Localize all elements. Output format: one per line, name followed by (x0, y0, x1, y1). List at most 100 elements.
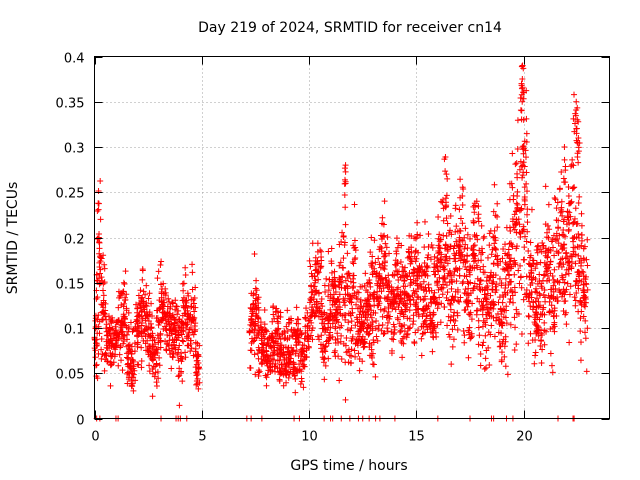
data-point (250, 300, 257, 307)
data-point (255, 355, 262, 362)
data-point (456, 227, 463, 234)
data-point (408, 249, 415, 256)
data-point (332, 283, 339, 290)
data-point (318, 248, 325, 255)
data-point (394, 291, 401, 298)
data-point (547, 247, 554, 254)
data-point (522, 233, 529, 240)
data-point (329, 320, 336, 327)
data-point (131, 348, 138, 355)
data-point (425, 231, 432, 238)
data-point (180, 338, 187, 345)
data-point (364, 329, 371, 336)
data-point (453, 238, 460, 245)
axis-ticks: 0 0.05 0.1 0.15 0.2 0.25 0.3 0.35 0.4 0 5 10 15 20 (56, 52, 610, 445)
data-point (462, 306, 469, 313)
data-point (370, 339, 377, 346)
data-point (250, 290, 257, 297)
data-point (567, 199, 574, 206)
data-point (492, 283, 499, 290)
data-point (323, 338, 330, 345)
data-point (325, 355, 332, 362)
data-point (575, 200, 582, 207)
data-point (505, 271, 512, 278)
data-point (128, 343, 135, 350)
data-point (376, 261, 383, 268)
data-point (374, 337, 381, 344)
data-point (378, 245, 385, 252)
data-point (467, 309, 474, 316)
data-point (328, 269, 335, 276)
data-point (167, 326, 174, 333)
data-point (580, 269, 587, 276)
data-point (103, 351, 110, 358)
data-point (406, 232, 413, 239)
data-point (402, 306, 409, 313)
data-point (429, 348, 436, 355)
data-point (436, 238, 443, 245)
data-point (448, 276, 455, 283)
data-point (584, 236, 591, 243)
data-point (130, 358, 137, 365)
data-point (517, 158, 524, 165)
data-point (253, 277, 260, 284)
data-point (539, 311, 546, 318)
data-point (384, 298, 391, 305)
data-point (325, 248, 332, 255)
data-point (573, 98, 580, 105)
data-point (336, 324, 343, 331)
data-point (503, 320, 510, 327)
data-point (362, 270, 369, 277)
data-point (193, 372, 200, 379)
data-point (314, 240, 321, 247)
data-point (492, 253, 499, 260)
data-point (514, 145, 521, 152)
data-point (352, 247, 359, 254)
data-point (527, 330, 534, 337)
data-point (95, 200, 102, 207)
data-point (450, 336, 457, 343)
data-point (188, 345, 195, 352)
data-point (575, 159, 582, 166)
data-point (193, 377, 200, 384)
data-point (424, 305, 431, 312)
data-point (274, 318, 281, 325)
data-point (452, 293, 459, 300)
data-point (582, 329, 589, 336)
data-point (532, 337, 539, 344)
data-point (486, 277, 493, 284)
data-point (376, 282, 383, 289)
data-point (534, 295, 540, 302)
data-point (94, 208, 101, 215)
data-point (386, 250, 393, 257)
data-point (439, 196, 446, 203)
y-tick-label: 0.1 (64, 323, 85, 338)
data-point (251, 326, 258, 333)
data-point (102, 300, 109, 307)
data-point (505, 246, 512, 253)
data-point (277, 309, 284, 316)
data-point (145, 295, 152, 302)
data-point (348, 318, 355, 325)
data-point (274, 315, 281, 322)
data-point (336, 377, 343, 384)
data-point (574, 104, 581, 111)
data-point (337, 310, 344, 317)
data-point (97, 216, 104, 223)
data-point (554, 199, 561, 206)
data-point (453, 278, 460, 285)
data-point (412, 301, 419, 308)
data-point (171, 342, 178, 349)
data-point (584, 286, 591, 293)
data-point (115, 362, 122, 369)
data-point (512, 289, 519, 296)
data-point (502, 333, 509, 340)
data-point (565, 193, 572, 200)
data-point (155, 268, 162, 275)
data-point (350, 283, 357, 290)
data-point (190, 317, 197, 324)
data-point (380, 330, 387, 337)
data-point (501, 289, 508, 296)
data-point (523, 115, 530, 122)
data-point (257, 319, 264, 326)
